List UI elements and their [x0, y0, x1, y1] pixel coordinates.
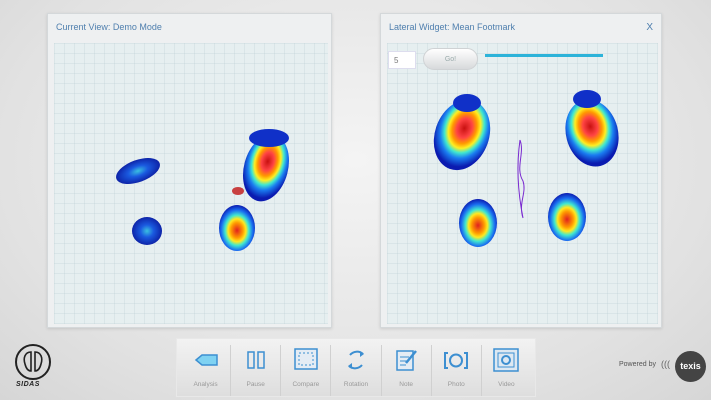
photo-icon: [444, 352, 469, 369]
video-button[interactable]: Video: [482, 345, 531, 396]
right-heel: [548, 193, 586, 241]
rotation-icon: [347, 350, 364, 370]
footprint-toes: [249, 129, 289, 147]
left-toes: [453, 94, 481, 112]
pause-button[interactable]: Pause: [231, 345, 282, 396]
pressure-map-view: [54, 43, 328, 324]
close-button[interactable]: X: [646, 22, 653, 33]
video-icon: [493, 348, 520, 372]
photo-button[interactable]: Photo: [432, 345, 482, 396]
current-view-panel: Current View: Demo Mode: [47, 13, 332, 328]
analysis-icon: [194, 354, 218, 366]
compare-icon: [294, 348, 318, 370]
left-forefoot: [433, 99, 491, 171]
panel-title: Lateral Widget: Mean Footmark: [389, 22, 516, 32]
go-button[interactable]: Go!: [423, 48, 478, 70]
toolbar: Analysis Pause Compare Rotation Note Pho…: [176, 338, 536, 397]
sway-path: [517, 139, 525, 219]
footprint-heel-hot: [219, 205, 255, 251]
progress-slider[interactable]: [485, 54, 603, 57]
center-of-pressure-marker: [232, 187, 244, 195]
rotation-button[interactable]: Rotation: [331, 345, 382, 396]
left-heel: [459, 199, 497, 247]
footprint-forefoot: [242, 134, 290, 202]
right-toes: [573, 90, 601, 108]
pause-icon: [246, 351, 265, 369]
mean-footmark-heatmap: [433, 90, 619, 247]
sample-count-input[interactable]: 5: [388, 51, 416, 69]
note-icon: [396, 350, 418, 371]
analysis-button[interactable]: Analysis: [181, 345, 232, 396]
sidas-logo: [15, 344, 51, 380]
lateral-widget-panel: Lateral Widget: Mean Footmark X: [380, 13, 662, 328]
powered-by-text: Powered by: [619, 361, 656, 368]
compare-button[interactable]: Compare: [281, 345, 332, 396]
panel-title: Current View: Demo Mode: [56, 22, 162, 32]
right-forefoot: [565, 99, 619, 167]
footprint-heel: [132, 217, 162, 245]
texis-logo: texis: [675, 351, 706, 382]
texis-waves-icon: (((: [661, 359, 670, 369]
footprint-toe: [116, 158, 160, 184]
mean-footmark-view: [387, 43, 658, 324]
logo-text: SIDAS: [16, 381, 40, 388]
note-button[interactable]: Note: [382, 345, 432, 396]
footprint-heatmap: [116, 129, 290, 251]
